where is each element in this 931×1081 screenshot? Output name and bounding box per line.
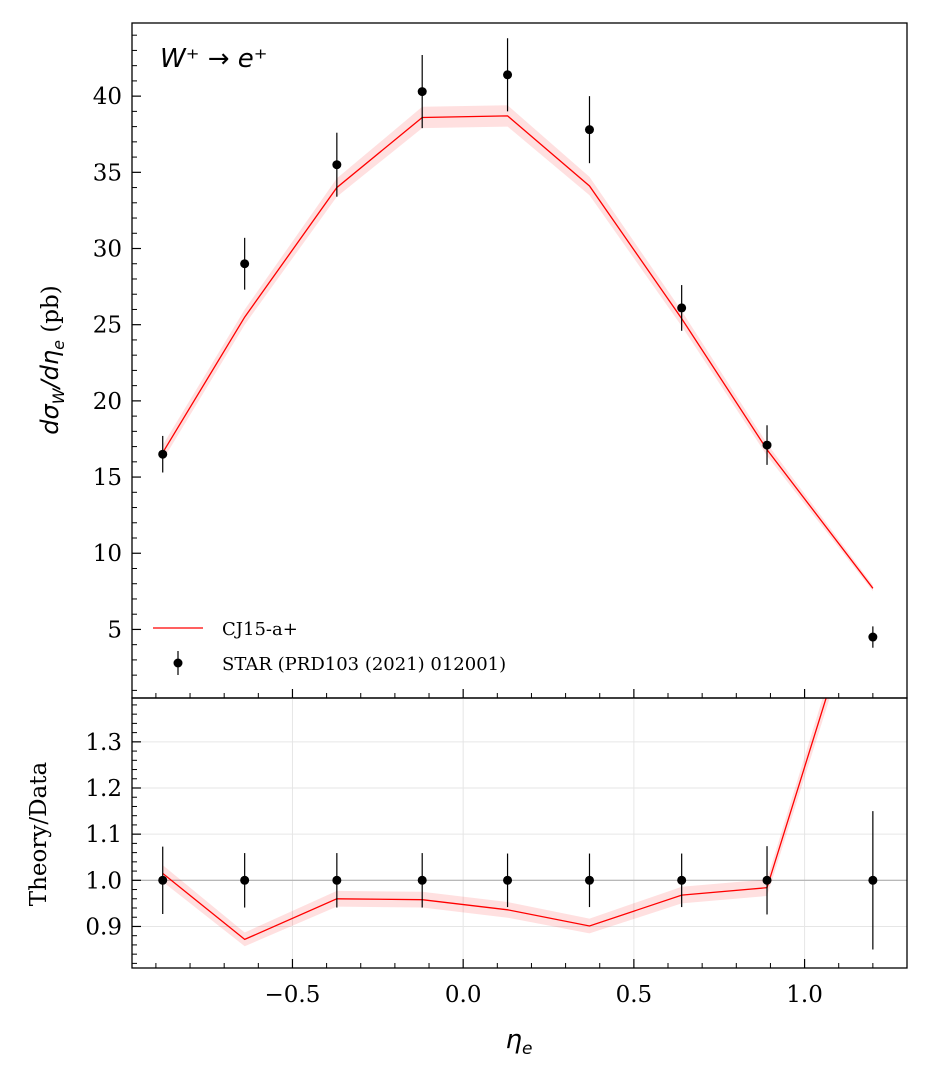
- legend-label-data: STAR (PRD103 (2021) 012001): [222, 654, 506, 675]
- main-ytick-labels: 5 10 15 20 25 30 35 40: [93, 84, 122, 643]
- ratio-data-point: [868, 875, 878, 885]
- ratio-ytick-labels: 0.9 1.0 1.1 1.2 1.3: [85, 730, 122, 941]
- ratio-ytick-label: 1.2: [85, 776, 122, 802]
- main-ytick-label: 10: [93, 541, 122, 567]
- legend-point-swatch: [173, 658, 183, 668]
- ratio-ylabel: Theory/Data: [26, 761, 52, 906]
- ratio-theory-curve: [162, 698, 827, 941]
- main-theory-band: [162, 105, 873, 592]
- ratio-ytick-label: 1.3: [85, 730, 122, 756]
- ratio-data-point: [240, 875, 250, 885]
- main-ytick-label: 5: [107, 617, 122, 643]
- ratio-xtick-label: 0.5: [616, 982, 653, 1008]
- ratio-grid: [132, 698, 907, 968]
- ratio-data-points: [158, 811, 878, 950]
- ratio-ytick-label: 1.0: [85, 868, 122, 894]
- main-ylabel: dσW/dηe (pb): [36, 285, 68, 434]
- ratio-ticks: [132, 704, 874, 968]
- main-panel: 5 10 15 20 25 30 35 40 W⁺ → e⁺ dσW/dηe (pb) CJ1…: [36, 22, 908, 699]
- main-ytick-label: 20: [93, 389, 122, 415]
- ratio-data-point: [584, 875, 594, 885]
- legend: CJ15-a+ STAR (PRD103 (2021) 012001): [153, 619, 506, 675]
- ratio-uncertainty-band: [162, 698, 830, 947]
- ratio-panel: 0.9 1.0 1.1 1.2 1.3 −0.5 0.0 0.5 1.0 Theory/Dat…: [26, 697, 908, 1059]
- ratio-plot-frame: [131, 697, 908, 969]
- ratio-data-point: [762, 875, 772, 885]
- ratio-xtick-label: −0.5: [265, 982, 321, 1008]
- ratio-xtick-label: 0.0: [445, 982, 482, 1008]
- x-axis-label: ηe: [506, 1025, 533, 1059]
- main-ytick-label: 35: [93, 160, 122, 186]
- ratio-theory-band: [162, 698, 830, 947]
- main-data-point: [584, 125, 594, 135]
- main-data-point: [417, 87, 427, 97]
- ratio-data-point: [332, 875, 342, 885]
- ratio-xtick-labels: −0.5 0.0 0.5 1.0: [265, 982, 823, 1008]
- main-data-points: [158, 38, 878, 648]
- main-data-point: [332, 160, 342, 170]
- ratio-data-point: [503, 875, 513, 885]
- main-data-point: [240, 259, 250, 269]
- main-data-point: [868, 632, 878, 642]
- main-theory-line: [162, 115, 874, 589]
- ratio-ytick-label: 1.1: [85, 822, 122, 848]
- ratio-data-point: [677, 875, 687, 885]
- ratio-ytick-label: 0.9: [85, 914, 122, 940]
- main-data-point: [158, 449, 168, 459]
- main-data-point: [677, 303, 687, 313]
- main-ytick-label: 40: [93, 84, 122, 110]
- main-ytick-label: 25: [93, 313, 122, 339]
- legend-label-theory: CJ15-a+: [222, 619, 298, 640]
- main-data-point: [503, 70, 513, 80]
- main-ytick-label: 30: [93, 237, 122, 263]
- main-theory-curve: [162, 115, 874, 589]
- ratio-xtick-label: 1.0: [786, 982, 823, 1008]
- main-ytick-label: 15: [93, 465, 122, 491]
- ratio-theory-line: [162, 698, 827, 941]
- ratio-data-point: [158, 875, 168, 885]
- main-data-point: [762, 440, 772, 450]
- main-uncertainty-band: [162, 105, 873, 592]
- process-annotation: W⁺ → e⁺: [160, 44, 267, 74]
- ratio-data-point: [417, 875, 427, 885]
- main-ticks: [132, 34, 874, 698]
